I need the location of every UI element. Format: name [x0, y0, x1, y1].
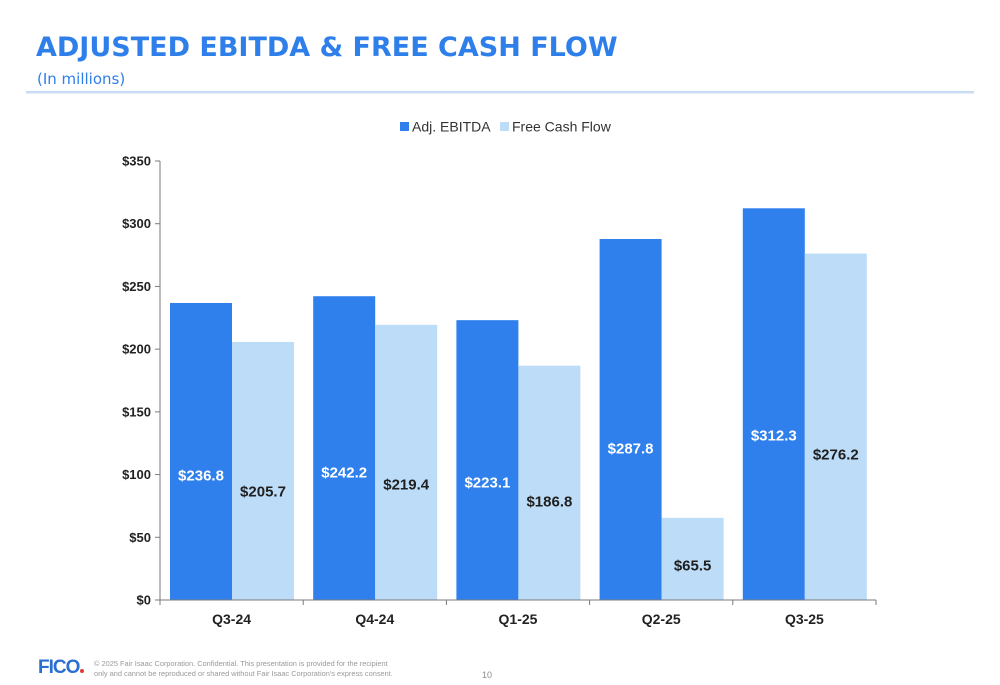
data-label: $287.8 [608, 440, 654, 457]
y-tick-label: $250 [122, 279, 151, 294]
logo-dot-icon [80, 669, 84, 673]
title-divider [26, 91, 974, 94]
page-title: ADJUSTED EBITDA & FREE CASH FLOW [36, 32, 618, 63]
data-label: $236.8 [178, 467, 224, 484]
bar-free-cash-flow [804, 253, 867, 600]
y-tick-label: $200 [122, 342, 151, 357]
bar-adj-ebitda [456, 320, 519, 600]
legend-label: Free Cash Flow [512, 119, 612, 135]
x-category-label: Q4-24 [355, 611, 394, 627]
bar-adj-ebitda [313, 296, 376, 600]
data-label: $276.2 [813, 446, 859, 463]
y-tick-label: $0 [137, 593, 151, 608]
x-category-label: Q3-25 [785, 611, 824, 627]
y-tick-label: $50 [129, 530, 151, 545]
bar-free-cash-flow [375, 324, 438, 600]
bar-adj-ebitda [742, 208, 805, 601]
bar-free-cash-flow [232, 341, 294, 600]
x-category-label: Q3-24 [212, 611, 251, 627]
x-category-label: Q2-25 [642, 611, 681, 627]
bar-free-cash-flow [518, 365, 581, 600]
bar-free-cash-flow [661, 517, 724, 600]
data-label: $219.4 [383, 476, 430, 493]
data-label: $205.7 [240, 484, 286, 501]
bar-chart: $0 $50 $100 $150 $200 $250 $300 $350 $236.8 $205.… [122, 119, 877, 627]
fico-logo: FICO [38, 657, 80, 678]
y-tick-label: $150 [122, 404, 151, 419]
y-tick-label: $100 [122, 467, 151, 482]
data-label: $186.8 [526, 494, 572, 511]
y-tick-label: $350 [122, 154, 151, 169]
bar-adj-ebitda [170, 302, 232, 600]
data-label: $223.1 [464, 474, 510, 491]
page-subtitle: (In millions) [37, 70, 126, 88]
footer-confidentiality-note: © 2025 Fair Isaac Corporation. Confident… [94, 659, 393, 678]
x-category-label: Q1-25 [499, 611, 538, 627]
page-number: 10 [482, 670, 493, 680]
y-tick-label: $300 [122, 216, 151, 231]
data-label: $65.5 [674, 557, 712, 574]
bar-adj-ebitda [599, 239, 662, 600]
data-label: $242.2 [321, 464, 367, 481]
legend-label: Adj. EBITDA [412, 119, 491, 135]
data-label: $312.3 [751, 427, 797, 444]
legend-swatch [500, 122, 509, 131]
legend-swatch [400, 122, 409, 131]
